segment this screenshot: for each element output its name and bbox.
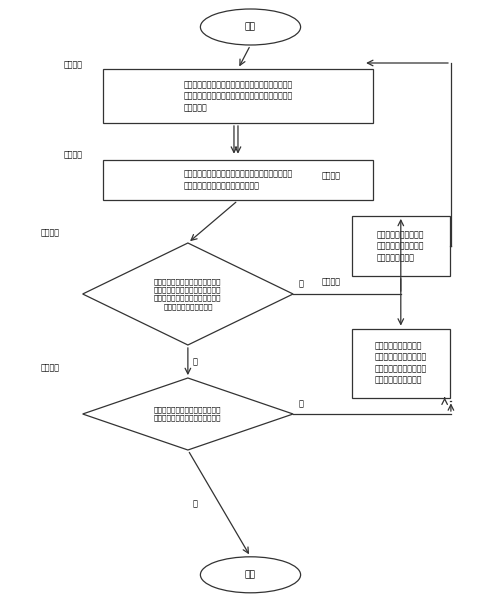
Text: 否: 否	[298, 279, 303, 288]
Text: 控制台根据待导引的从星的运动轨迹以及当前时刻待
导引的从星的位置数据，确定待导引的从星的当前运
动目标点。: 控制台根据待导引的从星的运动轨迹以及当前时刻待 导引的从星的位置数据，确定待导引…	[183, 80, 293, 112]
FancyBboxPatch shape	[103, 69, 373, 123]
Text: 根据带引导从星的运动轨迹，控制
台判断该从星的飞行任务是否完成: 根据带引导从星的运动轨迹，控制 台判断该从星的飞行任务是否完成	[154, 407, 221, 421]
Ellipse shape	[200, 557, 301, 593]
Text: 是: 是	[193, 499, 198, 508]
FancyBboxPatch shape	[103, 160, 373, 200]
Text: 是: 是	[193, 357, 198, 366]
Text: 调整待导引的从星的运
动方向，使该从星向当
前运动目标点飞行: 调整待导引的从星的运 动方向，使该从星向当 前运动目标点飞行	[377, 230, 424, 262]
FancyBboxPatch shape	[352, 216, 449, 276]
Text: 步骤三一: 步骤三一	[64, 60, 83, 69]
Text: 步骤三二: 步骤三二	[64, 151, 83, 160]
Text: 步骤三五: 步骤三五	[322, 171, 341, 180]
Text: 开始: 开始	[245, 22, 256, 31]
Polygon shape	[83, 378, 293, 450]
Text: 结束: 结束	[245, 570, 256, 580]
Text: 步骤三四: 步骤三四	[41, 363, 60, 372]
Text: 步骤三三: 步骤三三	[41, 228, 60, 237]
Text: 控制台计算并获得待导引的从星的当前时刻的位置与
该从星的当前运动目标点间的距离；: 控制台计算并获得待导引的从星的当前时刻的位置与 该从星的当前运动目标点间的距离；	[183, 170, 293, 190]
Text: 确定待导引的从星的下
运动目标点，并将所述的
下一运动目标点定义为该
从星的当前运动目标点: 确定待导引的从星的下 运动目标点，并将所述的 下一运动目标点定义为该 从星的当前…	[375, 341, 427, 385]
Text: 步骤三六: 步骤三六	[322, 277, 341, 286]
Polygon shape	[83, 243, 293, 345]
FancyBboxPatch shape	[352, 329, 449, 397]
Text: 否: 否	[298, 399, 303, 408]
Ellipse shape	[200, 9, 301, 45]
Text: 控制台判断步骤三二中确定的待导
引的从星的当前位置与该从星的当
前运动目标点间的距离是否小于预
先设定的系统允许偏差值: 控制台判断步骤三二中确定的待导 引的从星的当前位置与该从星的当 前运动目标点间的…	[154, 278, 221, 310]
